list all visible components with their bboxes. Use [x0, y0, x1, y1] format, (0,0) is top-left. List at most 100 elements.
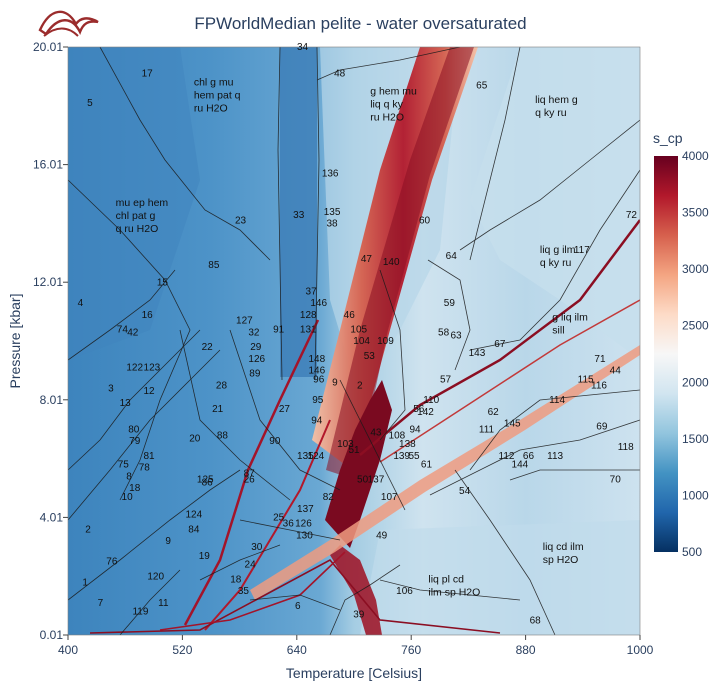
field-number: 59 [444, 298, 456, 309]
field-number: 6 [295, 601, 301, 612]
field-number: 64 [446, 251, 458, 262]
sp-band [250, 345, 640, 600]
field-number: 33 [293, 210, 305, 221]
field-number: 143 [469, 348, 486, 359]
field-number: 95 [312, 395, 324, 406]
field-number: 146 [308, 366, 325, 377]
field-number: 29 [250, 342, 262, 353]
field-number: 139 [393, 451, 410, 462]
y-tick-label: 0.01 [40, 628, 64, 642]
field-number: 51 [348, 445, 360, 456]
y-axis-label: Pressure [kbar] [7, 294, 23, 389]
field-number: 34 [297, 42, 309, 53]
field-number: 11 [158, 598, 169, 609]
field-number: 4 [78, 298, 84, 309]
field-number: 27 [279, 404, 291, 415]
field-number: 89 [249, 369, 261, 380]
field-number: 44 [610, 366, 622, 377]
field-number: 13 [120, 398, 132, 409]
field-number: 140 [383, 257, 400, 268]
field-number: 15 [157, 277, 169, 288]
field-number: 28 [216, 380, 228, 391]
dehydration-band [325, 380, 392, 548]
field-number: 120 [147, 571, 164, 582]
field-number: 69 [596, 421, 608, 432]
x-tick-label: 520 [172, 643, 192, 657]
field-number: 145 [504, 419, 521, 430]
field-number: 87 [244, 469, 256, 480]
field-number: 104 [353, 336, 370, 347]
dark-field-left [68, 47, 200, 360]
reaction-line-6 [159, 551, 346, 631]
melt-band-main [326, 47, 474, 480]
field-number: 37 [306, 286, 318, 297]
field-number: 1 [82, 577, 88, 588]
field-number: 35 [238, 586, 250, 597]
field-number: 76 [106, 557, 118, 568]
reaction-line-2 [204, 419, 331, 631]
field-number: 114 [549, 395, 565, 406]
field-number: 66 [523, 451, 535, 462]
field-label: g liq ilm sill [552, 312, 588, 337]
field-label: liq g ilm q ky ru [540, 244, 576, 269]
field-number: 94 [311, 416, 323, 427]
field-number: 110 [423, 395, 439, 406]
reaction-line-5 [89, 558, 501, 634]
field-number: 117 [574, 245, 590, 256]
field-number: 7 [98, 598, 104, 609]
field-number: 130 [296, 530, 313, 541]
field-number: 124 [308, 451, 325, 462]
colorbar-tick-label: 3500 [682, 206, 709, 220]
field-number: 112 [499, 451, 515, 462]
field-number: 146 [310, 298, 327, 309]
field-number: 84 [188, 524, 200, 535]
colorbar [654, 156, 678, 552]
field-number: 138 [399, 439, 416, 450]
colorbar-tick-label: 3000 [682, 262, 709, 276]
y-tick-label: 16.01 [33, 158, 63, 172]
field-number: 107 [381, 492, 398, 503]
field-number: 47 [361, 254, 373, 265]
field-number: 21 [212, 404, 224, 415]
colorbar-tick-label: 2500 [682, 319, 709, 333]
colorbar-tick-label: 500 [682, 545, 702, 559]
field-number: 46 [344, 310, 356, 321]
field-number: 36 [283, 519, 295, 530]
field-number: 53 [364, 351, 376, 362]
field-number: 127 [236, 316, 253, 327]
y-tick-label: 4.01 [40, 510, 64, 524]
field-number: 106 [396, 586, 413, 597]
field-number: 103 [337, 439, 354, 450]
field-number: 88 [217, 430, 229, 441]
field-number: 82 [323, 492, 335, 503]
field-number: 12 [143, 386, 155, 397]
field-label: liq cd ilm sp H2O [543, 541, 584, 566]
field-number: 17 [142, 69, 154, 80]
field-number: 9 [165, 536, 171, 547]
field-number: 5 [87, 98, 93, 109]
field-number: 57 [440, 374, 452, 385]
field-number: 71 [594, 354, 606, 365]
field-number: 115 [578, 374, 594, 385]
field-number: 108 [389, 430, 406, 441]
field-number: 39 [353, 610, 365, 621]
field-number: 42 [127, 327, 139, 338]
chart-title: FPWorldMedian pelite - water oversaturat… [194, 14, 527, 33]
field-number: 126 [248, 354, 265, 365]
y-tick-label: 8.01 [40, 393, 64, 407]
field-number: 136 [322, 169, 339, 180]
field-label: g hem mu liq q ky ru H2O [370, 85, 417, 123]
field-number: 38 [327, 219, 339, 230]
x-tick-label: 760 [401, 643, 421, 657]
field-number: 23 [235, 216, 247, 227]
reaction-line-3 [359, 219, 640, 456]
field-number: 24 [245, 560, 257, 571]
field-number: 70 [610, 474, 622, 485]
field-number: 50 [357, 474, 369, 485]
field-label: liq pl cd ilm sp H2O [428, 573, 480, 598]
field-number: 22 [202, 342, 214, 353]
field-number: 142 [417, 407, 434, 418]
reaction-line-1 [183, 319, 320, 626]
